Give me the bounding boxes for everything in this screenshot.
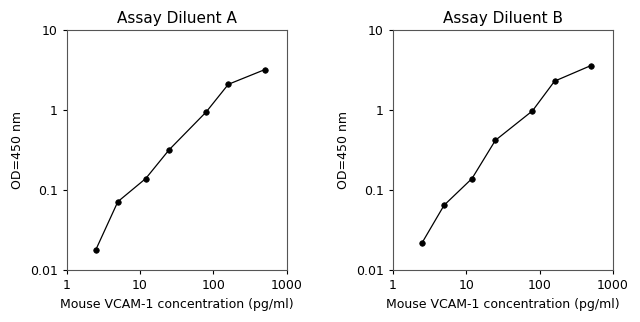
Title: Assay Diluent A: Assay Diluent A	[116, 11, 237, 26]
Title: Assay Diluent B: Assay Diluent B	[443, 11, 563, 26]
X-axis label: Mouse VCAM-1 concentration (pg/ml): Mouse VCAM-1 concentration (pg/ml)	[60, 298, 294, 311]
X-axis label: Mouse VCAM-1 concentration (pg/ml): Mouse VCAM-1 concentration (pg/ml)	[386, 298, 620, 311]
Y-axis label: OD=450 nm: OD=450 nm	[11, 111, 24, 189]
Y-axis label: OD=450 nm: OD=450 nm	[337, 111, 350, 189]
